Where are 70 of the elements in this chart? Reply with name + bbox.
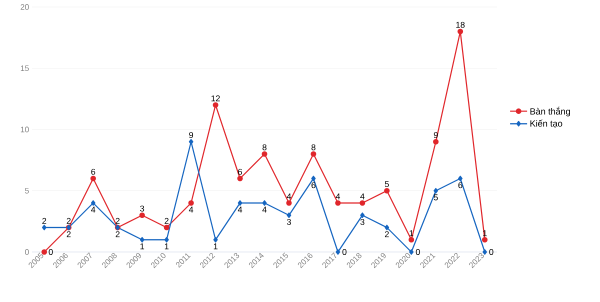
data-label: 2	[384, 231, 389, 238]
data-label: 5	[434, 194, 438, 200]
data-label: 4	[360, 193, 365, 200]
legend-label: Bàn thắng	[530, 106, 570, 116]
data-label: 4	[286, 193, 292, 200]
data-label: 2	[42, 218, 46, 224]
point	[164, 224, 170, 230]
data-label: 12	[211, 95, 220, 102]
data-label: 2	[66, 218, 71, 224]
data-label: 4	[262, 206, 267, 213]
data-label: 3	[286, 218, 291, 225]
point	[90, 200, 96, 206]
point	[360, 200, 366, 206]
point	[310, 151, 316, 157]
point	[384, 224, 390, 230]
data-label: 6	[91, 168, 96, 175]
data-label: 5	[384, 181, 389, 188]
data-label: 8	[311, 144, 316, 150]
data-label: 4	[91, 206, 96, 213]
point	[213, 236, 218, 243]
point	[311, 176, 316, 182]
data-label: 8	[262, 144, 266, 150]
point	[188, 138, 194, 145]
point	[237, 176, 243, 182]
data-label: 0	[342, 249, 346, 255]
point	[433, 138, 439, 145]
point	[140, 236, 144, 243]
point	[262, 200, 267, 206]
data-label: 2	[116, 218, 120, 224]
data-label: 1	[140, 243, 144, 250]
data-label: 4	[188, 206, 194, 213]
legend-label: Kiến tạo	[530, 120, 562, 128]
data-label: 2	[116, 231, 120, 238]
data-label: 1	[164, 243, 169, 250]
point	[164, 236, 169, 243]
data-label: 0	[48, 249, 53, 255]
data-label: 18	[456, 22, 465, 28]
point	[458, 176, 463, 182]
point	[408, 236, 414, 243]
data-label: 2	[164, 218, 169, 224]
data-label: 4	[238, 206, 242, 213]
data-label: 2	[66, 231, 71, 238]
data-label: 0	[489, 249, 494, 255]
data-label: 6	[238, 168, 242, 175]
point	[409, 249, 414, 255]
point	[286, 200, 292, 206]
point	[90, 176, 96, 182]
point	[212, 102, 218, 108]
data-label: 4	[336, 193, 340, 200]
point	[188, 200, 194, 206]
point	[335, 200, 341, 206]
data-label: 6	[458, 182, 462, 188]
data-label: 3	[360, 218, 364, 225]
point	[482, 249, 488, 255]
point	[434, 188, 438, 194]
point	[286, 212, 292, 218]
data-label: 0	[416, 249, 420, 255]
point	[384, 188, 390, 194]
point	[262, 151, 268, 157]
data-label: 1	[214, 243, 218, 250]
data-label: 3	[140, 206, 144, 212]
point	[238, 200, 242, 206]
data-label: 9	[189, 132, 194, 138]
point	[458, 28, 464, 34]
point	[42, 224, 46, 230]
point	[482, 236, 488, 243]
data-label: 6	[312, 182, 316, 188]
point	[139, 212, 145, 218]
point	[360, 212, 365, 218]
point	[336, 249, 340, 255]
